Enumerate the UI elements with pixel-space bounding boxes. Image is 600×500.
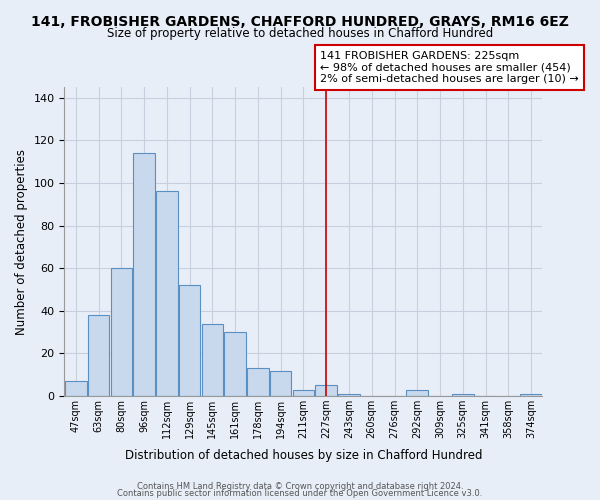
Y-axis label: Number of detached properties: Number of detached properties xyxy=(15,148,28,334)
Bar xyxy=(247,368,269,396)
Bar xyxy=(133,153,155,396)
Bar xyxy=(293,390,314,396)
Bar xyxy=(520,394,542,396)
X-axis label: Distribution of detached houses by size in Chafford Hundred: Distribution of detached houses by size … xyxy=(125,450,482,462)
Bar xyxy=(65,381,86,396)
Text: Contains HM Land Registry data © Crown copyright and database right 2024.: Contains HM Land Registry data © Crown c… xyxy=(137,482,463,491)
Bar xyxy=(406,390,428,396)
Bar xyxy=(224,332,246,396)
Bar xyxy=(156,192,178,396)
Bar xyxy=(316,386,337,396)
Bar xyxy=(452,394,473,396)
Bar xyxy=(202,324,223,396)
Bar xyxy=(110,268,132,396)
Bar xyxy=(270,370,292,396)
Bar xyxy=(338,394,360,396)
Text: Contains public sector information licensed under the Open Government Licence v3: Contains public sector information licen… xyxy=(118,489,482,498)
Text: 141, FROBISHER GARDENS, CHAFFORD HUNDRED, GRAYS, RM16 6EZ: 141, FROBISHER GARDENS, CHAFFORD HUNDRED… xyxy=(31,15,569,29)
Bar xyxy=(179,286,200,396)
Text: Size of property relative to detached houses in Chafford Hundred: Size of property relative to detached ho… xyxy=(107,28,493,40)
Text: 141 FROBISHER GARDENS: 225sqm
← 98% of detached houses are smaller (454)
2% of s: 141 FROBISHER GARDENS: 225sqm ← 98% of d… xyxy=(320,51,579,84)
Bar xyxy=(88,315,109,396)
